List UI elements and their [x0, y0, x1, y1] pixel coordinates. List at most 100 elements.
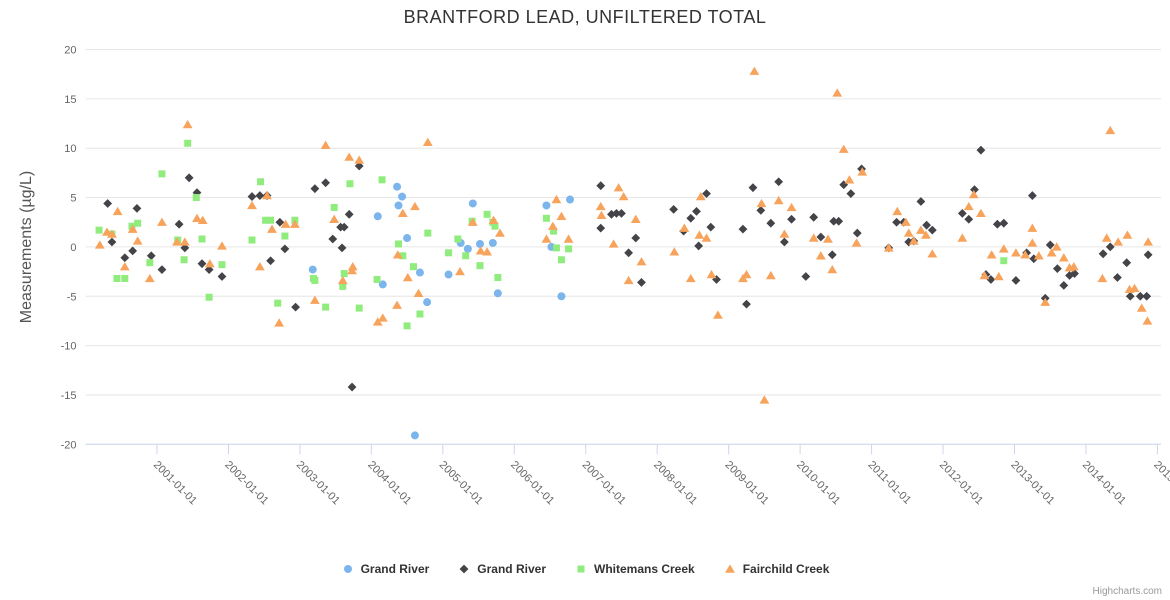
data-point[interactable]	[378, 280, 387, 289]
data-point[interactable]	[267, 216, 275, 224]
data-point[interactable]	[669, 247, 680, 256]
data-point[interactable]	[1027, 238, 1038, 247]
data-point[interactable]	[218, 261, 226, 269]
data-point[interactable]	[892, 217, 901, 227]
data-point[interactable]	[679, 223, 690, 232]
data-point[interactable]	[550, 227, 558, 235]
data-point[interactable]	[378, 176, 386, 184]
data-point[interactable]	[344, 152, 355, 161]
data-point[interactable]	[289, 219, 300, 228]
data-point[interactable]	[1135, 291, 1145, 301]
data-point[interactable]	[455, 266, 465, 276]
data-point[interactable]	[623, 275, 634, 285]
data-point[interactable]	[741, 269, 752, 279]
data-point[interactable]	[815, 251, 826, 260]
data-point[interactable]	[275, 217, 285, 227]
data-point[interactable]	[922, 220, 932, 230]
data-point[interactable]	[113, 274, 121, 282]
data-point[interactable]	[903, 228, 914, 237]
data-point[interactable]	[329, 214, 340, 223]
data-point[interactable]	[127, 224, 138, 233]
data-point[interactable]	[706, 269, 717, 279]
data-point[interactable]	[144, 273, 155, 283]
data-point[interactable]	[1011, 276, 1021, 285]
data-point[interactable]	[1052, 264, 1062, 274]
data-point[interactable]	[999, 218, 1009, 228]
data-point[interactable]	[998, 244, 1009, 253]
data-point[interactable]	[267, 224, 277, 233]
data-point[interactable]	[1136, 303, 1147, 312]
data-point[interactable]	[1000, 257, 1008, 265]
data-point[interactable]	[146, 259, 154, 267]
data-point[interactable]	[630, 214, 641, 223]
data-point[interactable]	[291, 302, 300, 312]
data-point[interactable]	[702, 189, 711, 199]
data-point[interactable]	[916, 197, 926, 206]
data-point[interactable]	[339, 222, 349, 232]
data-point[interactable]	[95, 226, 103, 234]
data-point[interactable]	[957, 233, 968, 242]
data-point[interactable]	[445, 249, 453, 257]
data-point[interactable]	[846, 189, 856, 199]
data-point[interactable]	[410, 263, 418, 271]
data-point[interactable]	[1070, 269, 1079, 278]
data-point[interactable]	[766, 218, 776, 228]
data-point[interactable]	[339, 282, 347, 290]
data-point[interactable]	[280, 219, 291, 228]
data-point[interactable]	[1040, 297, 1051, 306]
data-point[interactable]	[1059, 280, 1069, 290]
data-point[interactable]	[1105, 125, 1116, 135]
data-point[interactable]	[542, 214, 550, 222]
data-point[interactable]	[310, 184, 320, 194]
data-point[interactable]	[488, 215, 499, 224]
data-point[interactable]	[198, 235, 206, 243]
data-point[interactable]	[694, 241, 704, 251]
data-point[interactable]	[808, 233, 819, 242]
data-point[interactable]	[976, 208, 986, 218]
data-point[interactable]	[756, 205, 766, 215]
data-point[interactable]	[119, 262, 130, 271]
data-point[interactable]	[494, 273, 502, 281]
data-point[interactable]	[563, 234, 574, 243]
data-point[interactable]	[337, 243, 347, 253]
data-point[interactable]	[475, 239, 484, 248]
data-point[interactable]	[402, 272, 413, 282]
data-point[interactable]	[547, 221, 558, 230]
data-point[interactable]	[809, 212, 819, 222]
data-point[interactable]	[624, 248, 634, 258]
data-point[interactable]	[979, 270, 990, 280]
data-point[interactable]	[254, 262, 265, 271]
data-point[interactable]	[1143, 250, 1153, 260]
data-point[interactable]	[493, 289, 502, 298]
data-point[interactable]	[596, 210, 607, 220]
data-point[interactable]	[1033, 251, 1044, 260]
data-point[interactable]	[774, 177, 784, 187]
data-point[interactable]	[340, 270, 348, 278]
data-point[interactable]	[838, 144, 849, 153]
data-point[interactable]	[963, 201, 974, 211]
data-point[interactable]	[392, 300, 402, 309]
data-point[interactable]	[908, 236, 919, 245]
data-point[interactable]	[204, 265, 214, 275]
data-point[interactable]	[311, 276, 319, 284]
data-point[interactable]	[706, 222, 716, 232]
data-point[interactable]	[713, 310, 723, 319]
data-point[interactable]	[157, 217, 167, 226]
legend-item-grand-river-1[interactable]: Grand River	[457, 562, 546, 576]
data-point[interactable]	[146, 251, 156, 261]
data-point[interactable]	[857, 167, 868, 176]
data-point[interactable]	[274, 318, 285, 327]
data-point[interactable]	[964, 214, 974, 224]
data-point[interactable]	[1098, 249, 1108, 259]
data-point[interactable]	[337, 275, 348, 285]
data-point[interactable]	[330, 203, 338, 211]
data-point[interactable]	[413, 288, 424, 297]
data-point[interactable]	[617, 208, 626, 218]
data-point[interactable]	[801, 272, 811, 281]
data-point[interactable]	[476, 262, 484, 270]
data-point[interactable]	[262, 216, 270, 224]
data-point[interactable]	[742, 299, 751, 309]
data-point[interactable]	[463, 244, 472, 253]
data-point[interactable]	[595, 201, 606, 211]
data-point[interactable]	[410, 201, 420, 211]
